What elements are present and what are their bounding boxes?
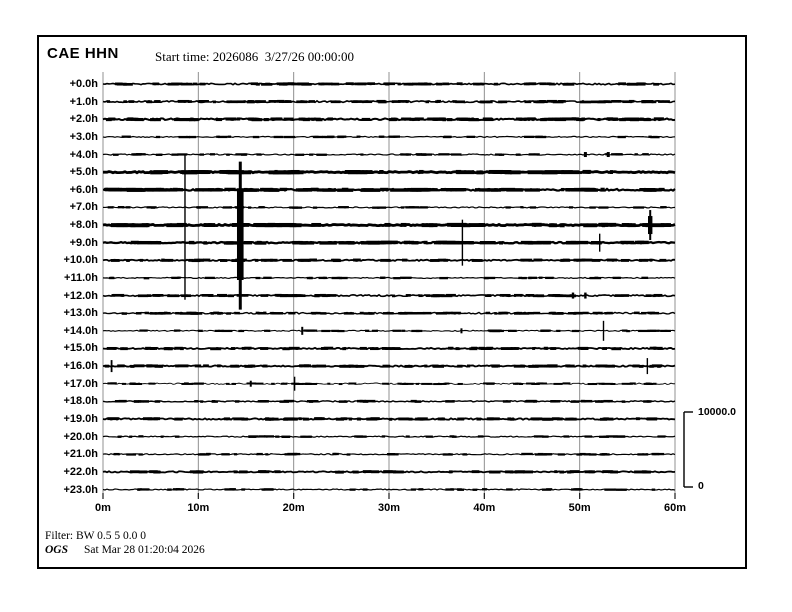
- hour-row-label: +9.0h: [69, 236, 98, 249]
- x-tick-label: 20m: [282, 502, 305, 514]
- hour-row-label: +5.0h: [69, 166, 98, 179]
- station-title: CAE HHN: [47, 45, 119, 62]
- start-time-label: Start time: 2026086 3/27/26 00:00:00: [155, 49, 354, 64]
- hour-row-label: +16.0h: [63, 360, 98, 373]
- hour-row-label: +22.0h: [63, 465, 98, 478]
- x-tick-label: 50m: [568, 502, 591, 514]
- hour-row-label: +15.0h: [63, 342, 98, 355]
- amplitude-scale-bar: [683, 411, 693, 488]
- hour-row-label: +3.0h: [69, 130, 98, 143]
- hour-row-label: +13.0h: [63, 307, 98, 320]
- scale-max-label: 10000.0: [698, 406, 736, 418]
- hour-row-label: +21.0h: [63, 448, 98, 461]
- hour-row-label: +10.0h: [63, 254, 98, 267]
- x-tick-label: 0m: [95, 502, 111, 514]
- generated-timestamp: Sat Mar 28 01:20:04 2026: [84, 544, 205, 556]
- scale-min-label: 0: [698, 480, 704, 492]
- hour-row-label: +1.0h: [69, 95, 98, 108]
- hour-row-label: +0.0h: [69, 78, 98, 90]
- hour-row-label: +6.0h: [69, 183, 98, 196]
- hour-row-label: +2.0h: [69, 113, 98, 126]
- hour-row-label: +4.0h: [69, 148, 98, 161]
- x-tick-label: 60m: [663, 502, 687, 514]
- hour-row-label: +19.0h: [63, 412, 98, 425]
- hour-row-label: +8.0h: [69, 219, 98, 232]
- hour-row-label: +7.0h: [69, 201, 98, 214]
- x-tick-label: 40m: [473, 502, 496, 514]
- hour-row-label: +12.0h: [63, 289, 98, 302]
- agency-label: OGS: [45, 544, 69, 556]
- hour-row-label: +20.0h: [63, 430, 98, 443]
- hour-row-label: +11.0h: [64, 271, 98, 284]
- page-border-frame: [37, 35, 747, 569]
- time-gridlines: [102, 72, 676, 497]
- axis-ticks: [102, 493, 676, 499]
- hour-row-label: +23.0h: [63, 483, 98, 496]
- x-tick-label: 10m: [187, 502, 210, 514]
- filter-info: Filter: BW 0.5 5 0.0 0: [45, 530, 147, 542]
- hour-row-label: +18.0h: [63, 395, 98, 408]
- seismic-events: [110, 152, 653, 391]
- hour-row-label: +17.0h: [63, 377, 98, 390]
- hour-row-label: +14.0h: [63, 324, 98, 337]
- x-tick-label: 30m: [377, 502, 401, 514]
- hour-traces: [102, 82, 676, 491]
